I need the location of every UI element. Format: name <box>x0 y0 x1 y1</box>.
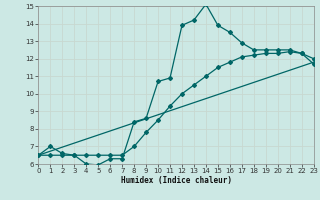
X-axis label: Humidex (Indice chaleur): Humidex (Indice chaleur) <box>121 176 231 185</box>
